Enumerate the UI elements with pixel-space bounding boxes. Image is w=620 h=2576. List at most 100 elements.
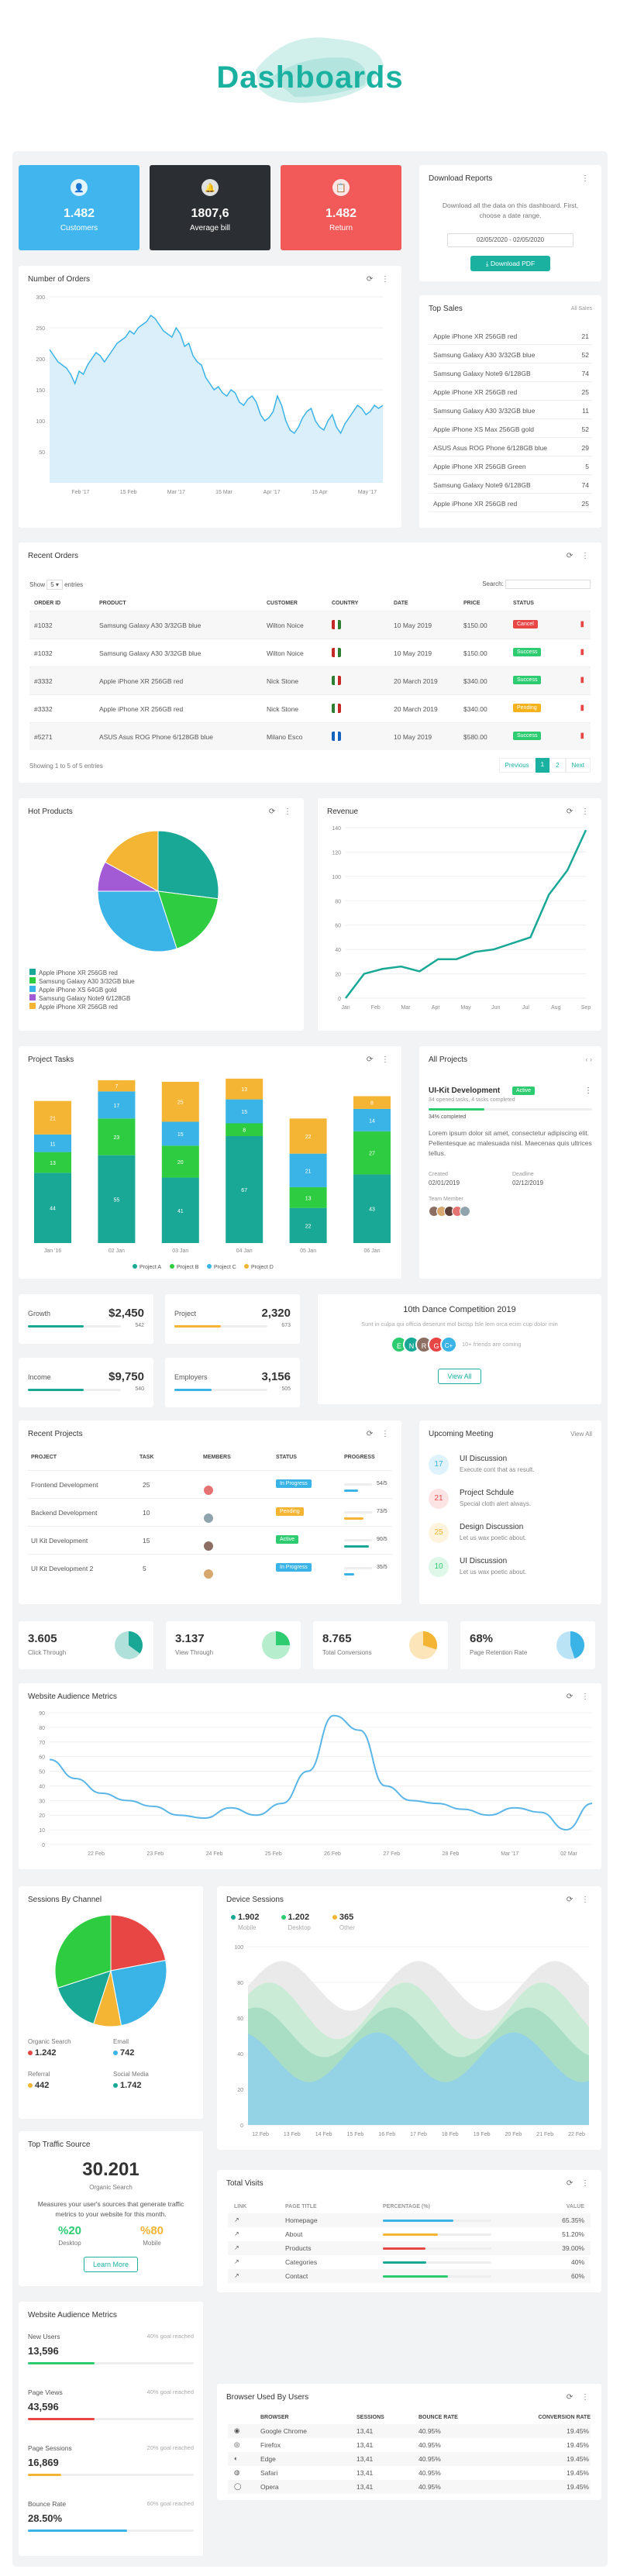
table-row[interactable]: Frontend Development 25 In Progress 54/5 xyxy=(28,1470,392,1498)
channel-dot xyxy=(28,2083,33,2088)
more-avatars[interactable]: C+ xyxy=(440,1336,457,1353)
country-flag-icon xyxy=(332,676,341,685)
card-controls[interactable]: ⟳ ⋮ xyxy=(566,1693,592,1701)
table-row[interactable]: UI Kit Development 15 Active 90/5 xyxy=(28,1526,392,1554)
card-controls[interactable]: ⟳ ⋮ xyxy=(566,2179,592,2188)
avatar[interactable] xyxy=(203,1541,214,1551)
more-icon[interactable]: ▮ xyxy=(580,704,584,712)
device-dot xyxy=(332,1915,337,1920)
download-description: Download all the data on this dashboard.… xyxy=(442,201,579,219)
external-link-icon[interactable]: ↗ xyxy=(234,2216,239,2223)
meeting-item[interactable]: 10 UI Discussion Let us wax poetic about. xyxy=(429,1554,592,1588)
table-row[interactable]: ↗ Homepage 65.35% xyxy=(228,2213,591,2227)
meeting-list: 17 UI Discussion Execute cont that as resu… xyxy=(429,1452,592,1588)
card-title: Top Traffic Source xyxy=(28,2140,91,2149)
table-row[interactable]: ◍ Safari 13,41 40.95% 19.45% xyxy=(228,2466,591,2480)
brush-stroke-decoration xyxy=(256,37,384,103)
table-row[interactable]: UI Kit Development 2 5 In Progress 35/5 xyxy=(28,1554,392,1582)
more-menu-icon[interactable]: ⋮ xyxy=(581,174,592,183)
col-progress: PROGRESS xyxy=(344,1455,375,1460)
external-link-icon[interactable]: ↗ xyxy=(234,2230,239,2237)
view-all-link[interactable]: View All xyxy=(570,1431,592,1438)
card-controls[interactable]: ⟳ ⋮ xyxy=(366,1056,392,1064)
table-row[interactable]: #3332 Apple iPhone XR 256GB red Nick Stone… xyxy=(29,694,591,722)
conversion-rate: 19.45% xyxy=(567,2483,589,2491)
learn-more-button[interactable]: Learn More xyxy=(84,2257,138,2272)
external-link-icon[interactable]: ↗ xyxy=(234,2258,239,2265)
avatar[interactable] xyxy=(203,1485,214,1496)
bar xyxy=(226,1078,264,1100)
table-row[interactable]: Backend Development 10 Pending 73/5 xyxy=(28,1498,392,1526)
list-item[interactable]: Samsung Galaxy A30 3/32GB blue 52 xyxy=(429,345,592,363)
card-controls[interactable]: ⟳ ⋮ xyxy=(366,275,392,284)
nav-arrows[interactable]: ‹ › xyxy=(585,1056,593,1063)
goal-reached: 20% goal reached xyxy=(146,2444,194,2451)
meeting-item[interactable]: 21 Project Schdule Special cloth alert alw… xyxy=(429,1486,592,1520)
next-button[interactable]: Next xyxy=(565,758,591,773)
avatar[interactable] xyxy=(460,1206,470,1217)
external-link-icon[interactable]: ↗ xyxy=(234,2272,239,2279)
col-order-id: ORDER ID xyxy=(34,601,61,606)
hero-header: Dashboards xyxy=(0,0,620,147)
list-item[interactable]: Apple iPhone XR 256GB red 25 xyxy=(429,382,592,401)
list-item[interactable]: Apple iPhone XS Max 256GB gold 52 xyxy=(429,419,592,438)
search-input[interactable] xyxy=(505,580,591,589)
table-row[interactable]: #1032 Samsung Galaxy A30 3/32GB blue Wilto… xyxy=(29,639,591,666)
card-controls[interactable]: ⟳ ⋮ xyxy=(566,808,592,816)
table-row[interactable]: ↗ Contact 60% xyxy=(228,2269,591,2283)
card-controls[interactable]: ⟳ ⋮ xyxy=(566,1896,592,1904)
table-row[interactable]: #5271 ASUS Asus ROG Phone 6/128GB blue Mil… xyxy=(29,722,591,750)
task-count: 25 xyxy=(143,1481,150,1489)
list-item[interactable]: Samsung Galaxy Note9 6/128GB 74 xyxy=(429,475,592,494)
x-tick-label: May xyxy=(460,1005,471,1011)
avatar[interactable] xyxy=(203,1569,214,1579)
project-more-icon[interactable]: ⋮ xyxy=(584,1087,592,1095)
page-1-button[interactable]: 1 xyxy=(535,758,550,773)
table-row[interactable]: ↗ Categories 40% xyxy=(228,2255,591,2269)
page-2-button[interactable]: 2 xyxy=(549,758,566,773)
list-item[interactable]: Samsung Galaxy A30 3/32GB blue 11 xyxy=(429,401,592,419)
prev-button[interactable]: Previous xyxy=(498,758,536,773)
download-pdf-button[interactable]: ⤓ Download PDF xyxy=(470,256,550,271)
card-controls[interactable]: ⟳ ⋮ xyxy=(268,808,294,816)
view-all-button[interactable]: View All xyxy=(438,1369,481,1384)
avatar[interactable] xyxy=(203,1513,214,1524)
browser-name: Google Chrome xyxy=(260,2427,308,2435)
more-icon[interactable]: ▮ xyxy=(580,676,584,684)
table-row[interactable]: ◎ Firefox 13,41 40.95% 19.45% xyxy=(228,2438,591,2452)
card-controls[interactable]: ⟳ ⋮ xyxy=(566,2393,592,2402)
list-item[interactable]: Apple iPhone XR 256GB red 25 xyxy=(429,494,592,512)
more-icon[interactable]: ▮ xyxy=(580,732,584,740)
goal-value: 43,596 xyxy=(28,2401,59,2412)
external-link-icon[interactable]: ↗ xyxy=(234,2244,239,2251)
card-controls[interactable]: ⟳ ⋮ xyxy=(566,552,592,560)
more-icon[interactable]: ▮ xyxy=(580,620,584,629)
list-item[interactable]: Apple iPhone XR 256GB Green 5 xyxy=(429,456,592,475)
meeting-item[interactable]: 25 Design Discussion Let us wax poetic abo… xyxy=(429,1520,592,1554)
traffic-source-card: Top Traffic Source 30.201 Organic Search… xyxy=(19,2131,203,2286)
list-item[interactable]: ASUS Asus ROG Phone 6/128GB blue 29 xyxy=(429,438,592,456)
table-row[interactable]: #3332 Apple iPhone XR 256GB red Nick Stone… xyxy=(29,666,591,694)
conversion-rate: 19.45% xyxy=(567,2469,589,2477)
list-item[interactable]: Apple iPhone XR 256GB red 21 xyxy=(429,326,592,345)
product-name: Apple iPhone XR 256GB red xyxy=(433,388,518,396)
stat-sub: 540 xyxy=(135,1386,144,1392)
table-row[interactable]: ↗ About 51.20% xyxy=(228,2227,591,2241)
entries-select[interactable]: 5 ▾ xyxy=(46,580,63,590)
date-range-input[interactable]: 02/05/2020 - 02/05/2020 xyxy=(447,233,574,247)
table-row[interactable]: ◐ Edge 13,41 40.95% 19.45% xyxy=(228,2452,591,2466)
data-label: 14 xyxy=(369,1118,375,1124)
more-icon[interactable]: ▮ xyxy=(580,648,584,656)
table-row[interactable]: ↗ Products 39.00% xyxy=(228,2241,591,2255)
data-label: 20 xyxy=(177,1160,184,1166)
meeting-item[interactable]: 17 UI Discussion Execute cont that as resu… xyxy=(429,1452,592,1486)
table-row[interactable]: ◯ Opera 13,41 40.95% 19.45% xyxy=(228,2480,591,2494)
table-row[interactable]: #1032 Samsung Galaxy A30 3/32GB blue Wilto… xyxy=(29,611,591,639)
all-sales-link[interactable]: All Sales xyxy=(570,306,592,312)
x-tick-label: 23 Feb xyxy=(146,1851,164,1857)
card-controls[interactable]: ⟳ ⋮ xyxy=(366,1430,392,1438)
list-item[interactable]: Samsung Galaxy Note9 6/128GB 74 xyxy=(429,363,592,382)
mini-pie-chart xyxy=(556,1631,584,1659)
table-row[interactable]: ◉ Google Chrome 13,41 40.95% 19.45% xyxy=(228,2424,591,2438)
stat-progress xyxy=(174,1389,267,1391)
